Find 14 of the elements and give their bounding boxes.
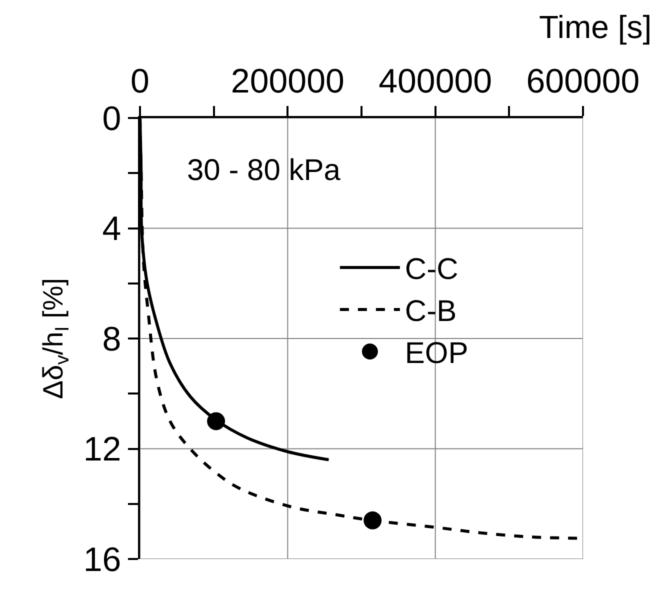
legend-label: C-B bbox=[404, 295, 457, 328]
x-tick-label: 0 bbox=[130, 62, 150, 100]
annotation: 30 - 80 kPa bbox=[187, 154, 341, 187]
y-tick-label: 12 bbox=[83, 430, 122, 469]
y-tick-label: 0 bbox=[102, 100, 122, 138]
legend-label: C-C bbox=[404, 253, 458, 286]
x-tick-label: 400000 bbox=[378, 62, 492, 100]
x-tick-label: 600000 bbox=[526, 62, 640, 100]
y-tick-label: 16 bbox=[83, 540, 122, 579]
y-tick-label: 4 bbox=[102, 210, 122, 248]
x-tick-label: 200000 bbox=[230, 62, 344, 100]
x-axis-title: Time [s] bbox=[539, 9, 652, 45]
y-tick-label: 8 bbox=[102, 320, 122, 358]
legend-label: EOP bbox=[404, 337, 468, 370]
